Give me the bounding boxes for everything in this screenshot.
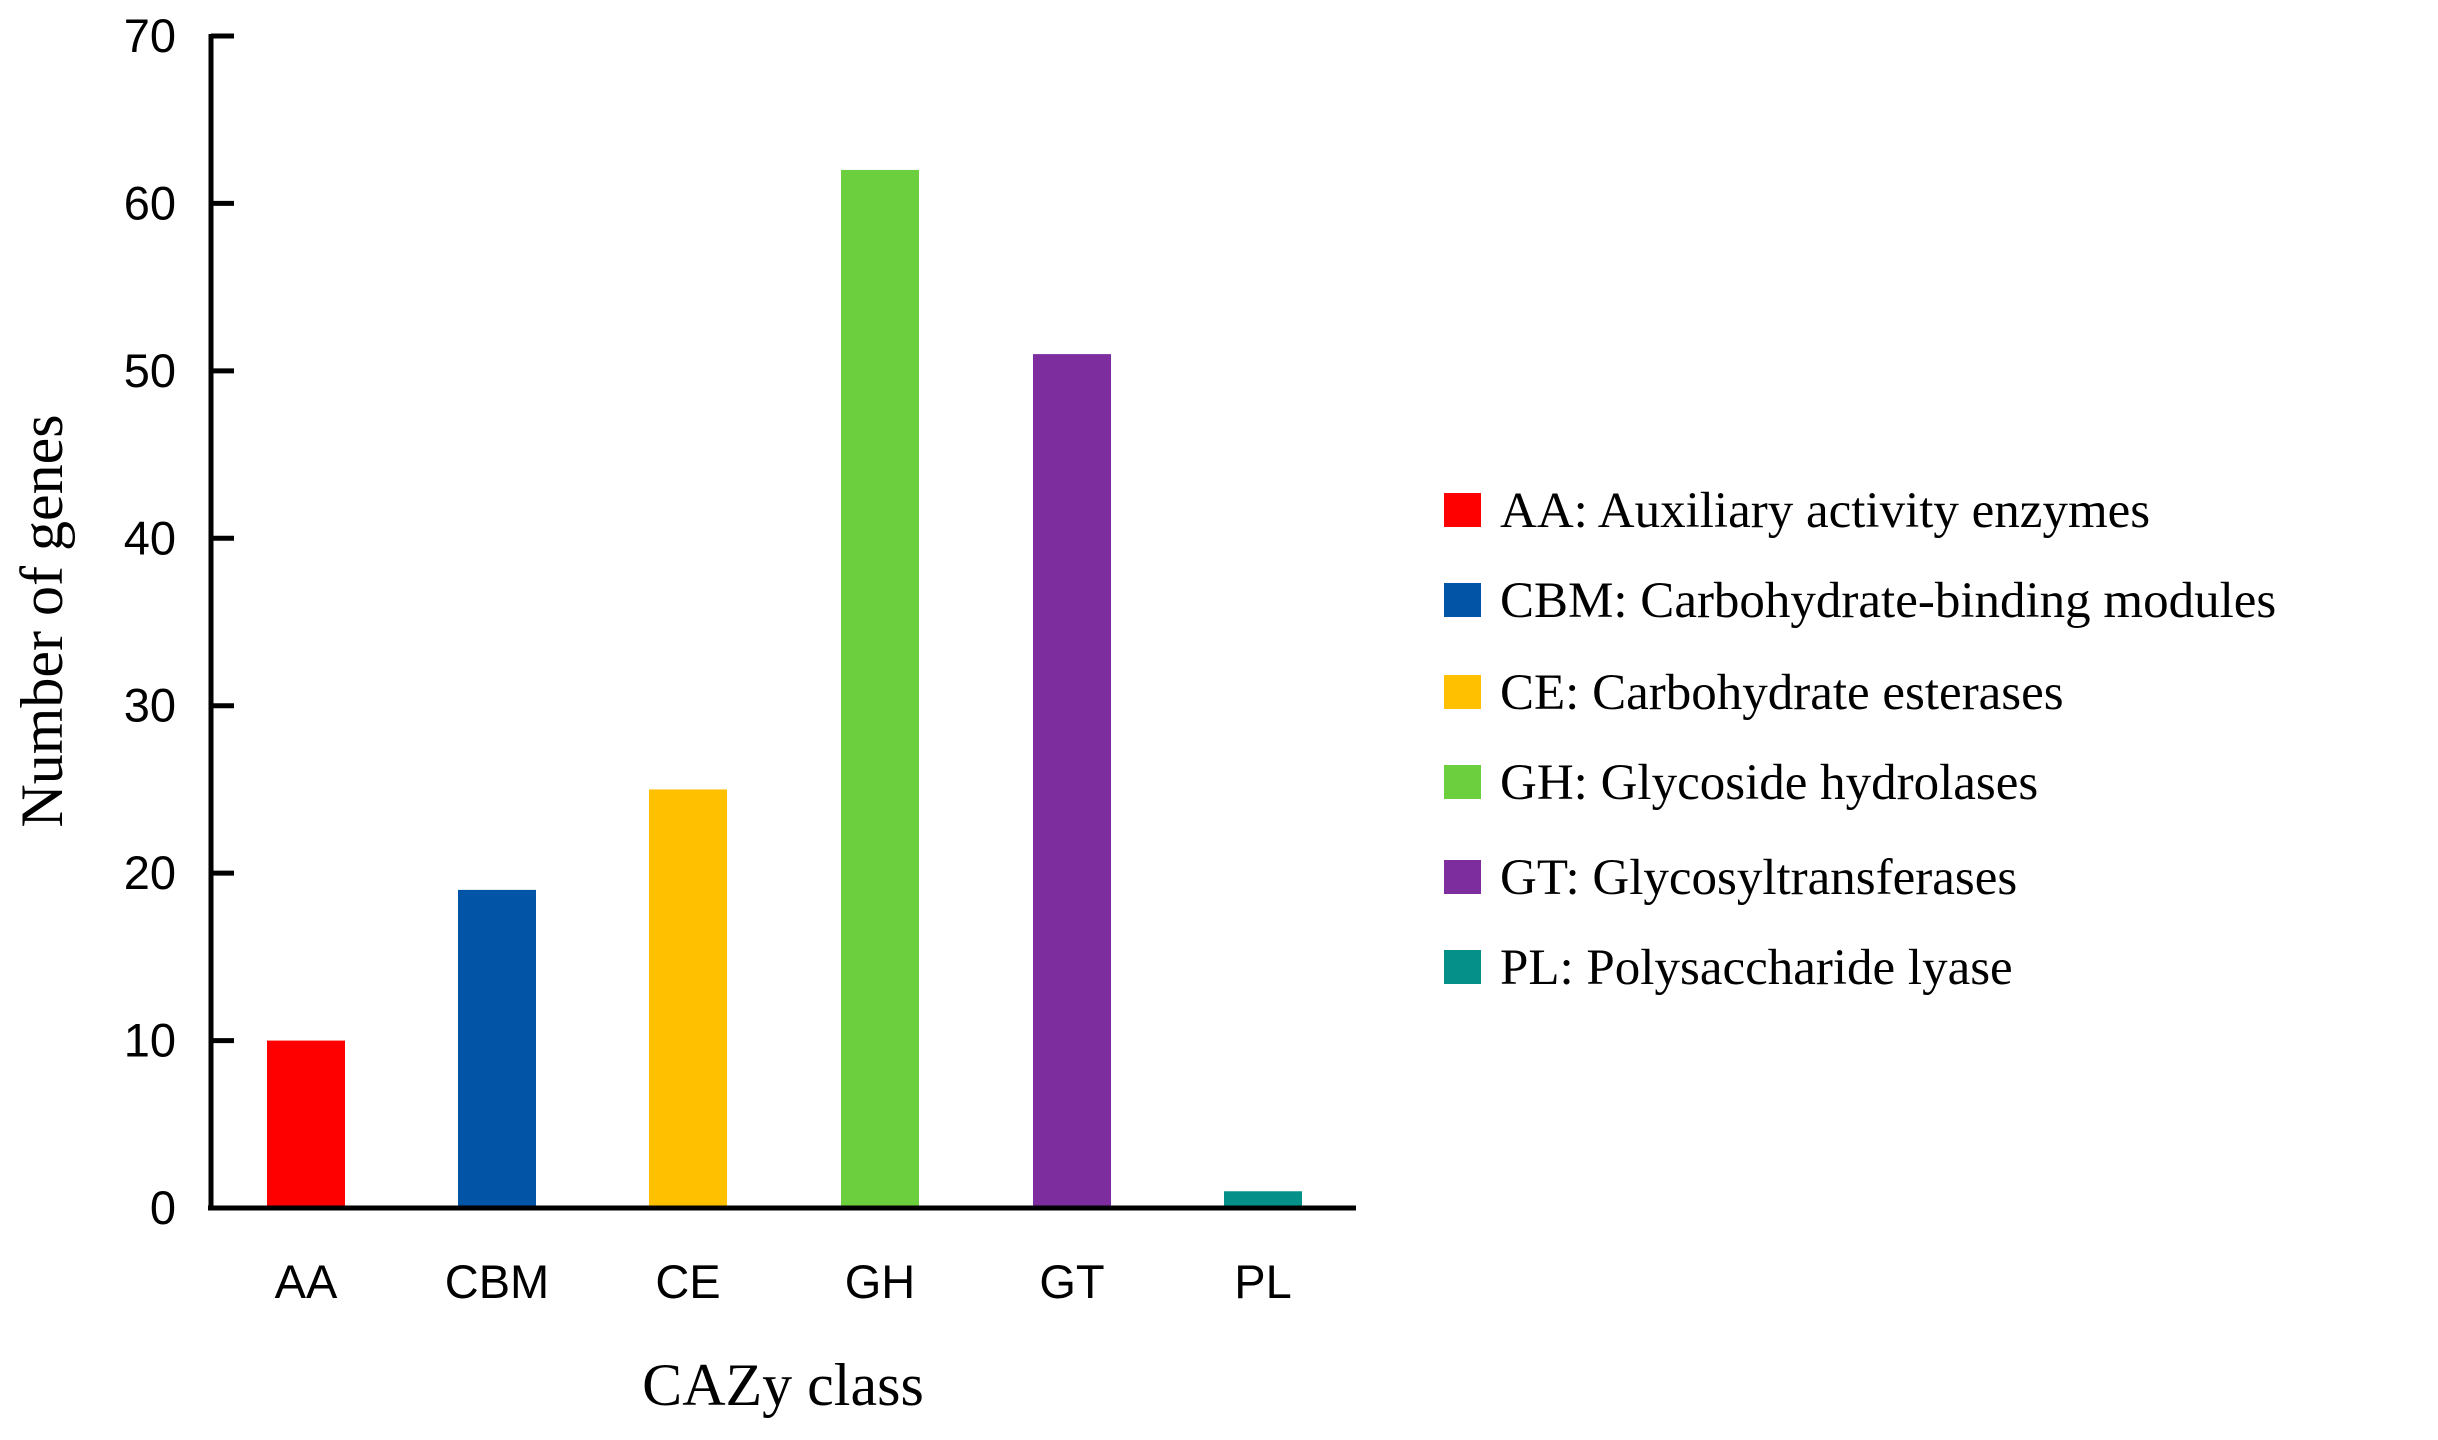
legend-label-aa: AA: Auxiliary activity enzymes [1500,483,2150,539]
legend-label-pl: PL: Polysaccharide lyase [1500,940,2013,996]
y-tick-label: 60 [124,176,176,229]
bar-cbm [458,889,536,1208]
bar-gh [841,169,919,1208]
y-tick-label: 40 [124,511,176,564]
x-tick-label-cbm: CBM [445,1255,549,1308]
legend-swatch-gh [1444,765,1481,799]
bar-pl [1224,1191,1302,1208]
bar-ce [649,789,727,1208]
legend: AA: Auxiliary activity enzymes CBM: Carbo… [1444,483,2276,996]
legend-swatch-ce [1444,675,1481,709]
legend-label-gt: GT: Glycosyltransferases [1500,850,2017,906]
x-tick-label-gh: GH [845,1255,916,1308]
bars [267,169,1302,1209]
x-tick-label-aa: AA [275,1255,338,1308]
bar-gt [1033,354,1111,1209]
bar-aa [267,1040,345,1208]
legend-label-gh: GH: Glycoside hydrolases [1500,755,2038,811]
y-tick-label: 70 [124,9,176,62]
x-tick-label-gt: GT [1039,1255,1104,1308]
y-tick-label: 20 [124,846,176,899]
legend-swatch-gt [1444,860,1481,894]
y-tick-label: 50 [124,344,176,397]
legend-label-ce: CE: Carbohydrate esterases [1500,665,2064,721]
y-tick-label: 10 [124,1014,176,1067]
y-axis-ticks: 0 10 20 30 40 50 60 70 [124,9,234,1234]
y-tick-label: 0 [150,1181,176,1234]
y-tick-label: 30 [124,679,176,732]
x-axis-ticks: AA CBM CE GH GT PL [275,1255,1292,1308]
x-tick-label-ce: CE [655,1255,720,1308]
legend-label-cbm: CBM: Carbohydrate-binding modules [1500,573,2276,629]
x-tick-label-pl: PL [1234,1255,1292,1308]
legend-swatch-pl [1444,950,1481,984]
legend-swatch-aa [1444,493,1481,527]
y-axis-title: Number of genes [9,414,75,827]
x-axis-title: CAZy class [642,1352,924,1418]
legend-swatch-cbm [1444,583,1481,617]
